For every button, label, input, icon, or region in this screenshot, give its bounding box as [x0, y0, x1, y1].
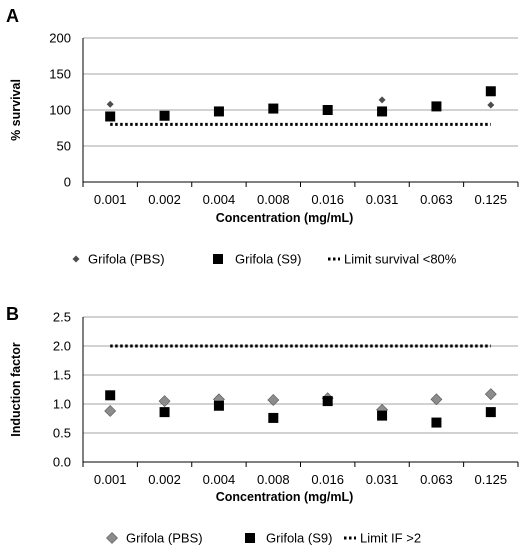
- panel-a-ytick-label: 50: [57, 139, 71, 154]
- panel-a-xtick-label: 0.008: [257, 192, 290, 207]
- panel-b-legend-0-swatch: [106, 532, 118, 544]
- panel-a-series-1-point: [377, 106, 388, 117]
- panel-b-legend-1-swatch: [245, 533, 255, 543]
- panel-a-xtick-label: 0.063: [420, 192, 453, 207]
- panel-b-series-0-point: [484, 388, 497, 401]
- panel-b-ytick-label: 2.5: [53, 310, 71, 325]
- panel-a-legend-0-swatch: [72, 255, 80, 263]
- panel-a-series-1-point: [268, 103, 279, 114]
- panel-b-series-0-point: [158, 395, 171, 408]
- panel-a-series-1-point: [322, 105, 333, 115]
- panel-b-series-1-point: [159, 407, 170, 418]
- panel-a-ytick-label: 200: [49, 31, 71, 46]
- panel-b-label: B: [6, 304, 19, 324]
- panel-b-series-1-point: [105, 390, 116, 401]
- panel-a-legend-1-swatch: [213, 254, 223, 264]
- panel-b-legend-1-label: Grifola (S9): [266, 531, 332, 546]
- panel-b-legend-2-label: Limit IF >2: [360, 531, 421, 546]
- panel-b-xtick-label: 0.001: [94, 472, 127, 487]
- panel-b-xtick-label: 0.125: [475, 472, 508, 487]
- panel-b-series-1-point: [485, 407, 496, 418]
- panel-b-ytick-label: 2.0: [53, 339, 71, 354]
- panel-b-series-1-point: [268, 412, 279, 423]
- panel-a-legend-0-label: Grifola (PBS): [88, 252, 165, 267]
- panel-a-legend-2-label: Limit survival <80%: [344, 252, 457, 267]
- panel-a-series-1-point: [213, 106, 224, 117]
- panel-b-series-1-point: [431, 417, 442, 428]
- panel-a-legend-1-label: Grifola (S9): [235, 252, 301, 267]
- panel-a-series-1-point: [431, 101, 442, 112]
- panel-b-xtick-label: 0.031: [366, 472, 399, 487]
- panel-a-series-0-point: [487, 101, 495, 109]
- panel-a-xtick-label: 0.004: [203, 192, 236, 207]
- panel-a-xtick-label: 0.002: [148, 192, 181, 207]
- panel-a-x-axis-title: Concentration (mg/mL): [216, 211, 354, 225]
- panel-a-xtick-label: 0.125: [475, 192, 508, 207]
- panel-a-ytick-label: 150: [49, 67, 71, 82]
- panel-b-xtick-label: 0.063: [420, 472, 453, 487]
- panel-b-ytick-label: 0.0: [53, 455, 71, 470]
- panel-b-y-axis-title: Induction factor: [9, 342, 23, 437]
- panel-a-ytick-label: 100: [49, 103, 71, 118]
- panel-b-xtick-label: 0.004: [203, 472, 236, 487]
- panel-a-xtick-label: 0.031: [366, 192, 399, 207]
- panel-b-series-1-point: [322, 396, 333, 407]
- panel-b-series-1-point: [213, 400, 224, 411]
- panel-b-ytick-label: 1.0: [53, 397, 71, 412]
- panel-a-xtick-label: 0.016: [311, 192, 344, 207]
- panel-b-xtick-label: 0.008: [257, 472, 290, 487]
- panel-a-series-1-point: [159, 110, 170, 121]
- panel-a-series-1-point: [105, 111, 116, 122]
- panel-b-series-1-point: [377, 410, 388, 421]
- panel-b-series-0-point: [104, 405, 117, 417]
- panel-a-series-1-point: [485, 86, 496, 97]
- panel-a-series-0-point: [106, 100, 114, 108]
- panel-b-legend-0-label: Grifola (PBS): [126, 531, 203, 546]
- panel-b-x-axis-title: Concentration (mg/mL): [216, 490, 354, 504]
- panel-b-series-0-point: [430, 393, 443, 406]
- panel-b-xtick-label: 0.016: [311, 472, 344, 487]
- panel-b-ytick-label: 1.5: [53, 368, 71, 383]
- panel-a-series-0-point: [378, 96, 386, 104]
- panel-b-ytick-label: 0.5: [53, 426, 71, 441]
- panel-a-label: A: [6, 6, 19, 26]
- panel-a-y-axis-title: % survival: [9, 79, 23, 141]
- panel-b-xtick-label: 0.002: [148, 472, 181, 487]
- panel-b-series-0-point: [267, 394, 280, 406]
- panel-a-ytick-label: 0: [64, 175, 71, 190]
- panel-a-xtick-label: 0.001: [94, 192, 127, 207]
